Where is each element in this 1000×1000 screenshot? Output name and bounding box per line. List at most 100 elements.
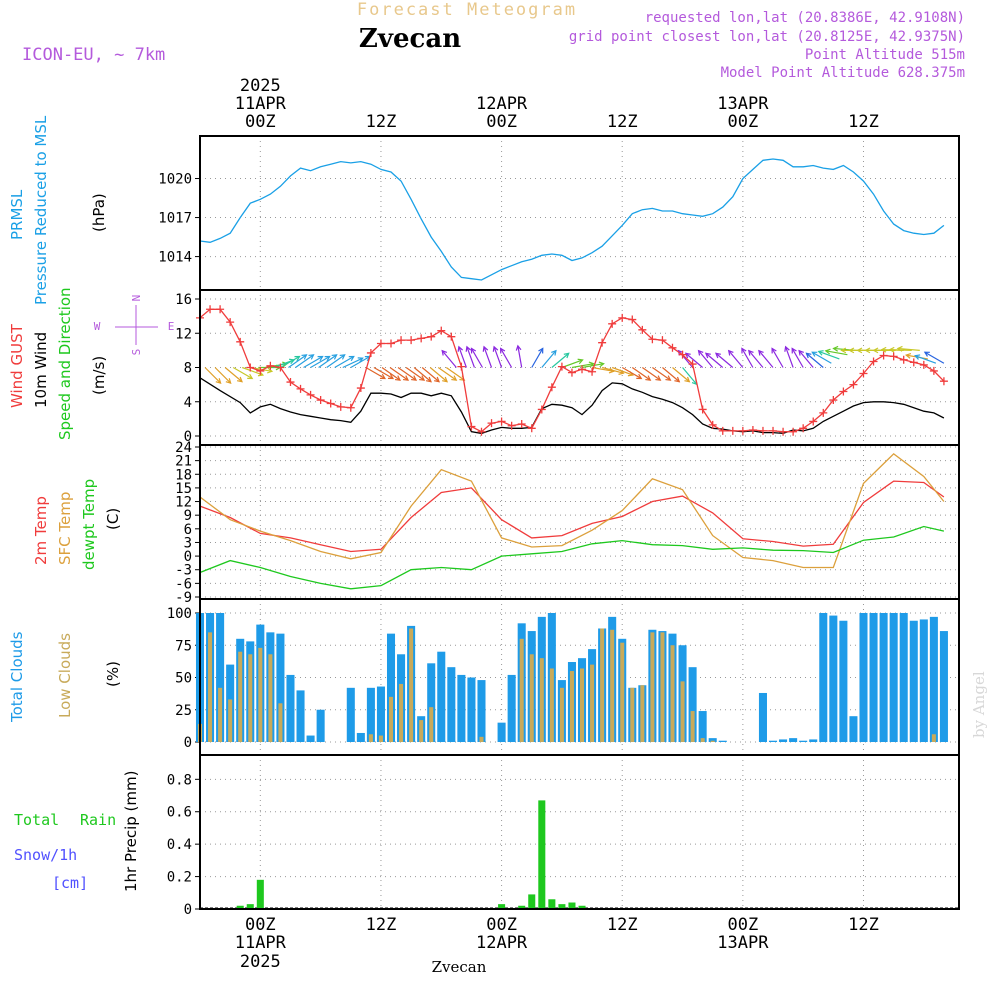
total-label: Total bbox=[14, 811, 59, 829]
ytick-label: 0 bbox=[184, 902, 192, 918]
gust-marker bbox=[447, 332, 456, 341]
wind-arrow-shaft bbox=[662, 367, 680, 383]
wind-arrow-head bbox=[824, 348, 831, 355]
ytick-label: 3 bbox=[184, 535, 192, 551]
low-cloud-bar bbox=[590, 664, 595, 742]
gust-marker bbox=[547, 383, 556, 392]
panel-border bbox=[199, 444, 960, 600]
wind-arrow-shaft bbox=[631, 367, 651, 381]
gust-marker bbox=[507, 421, 516, 430]
precip-labels: Total Rain Snow/1h [cm] 1hr Precip (mm) bbox=[14, 771, 140, 892]
wind-arrow-shaft bbox=[326, 354, 346, 368]
wind-arrow-shaft bbox=[531, 348, 544, 368]
ytick-label: 16 bbox=[175, 292, 192, 308]
wind-arrow-head bbox=[771, 347, 777, 354]
top-time-label: 00Z bbox=[486, 112, 517, 132]
total-cloud-bar bbox=[869, 613, 878, 742]
wind-arrow-head bbox=[880, 346, 887, 353]
low-cloud-bar bbox=[600, 628, 605, 742]
sfc-label: SFC Temp bbox=[56, 492, 74, 565]
wind-arrow-head bbox=[741, 347, 747, 354]
wind-arrow-shaft bbox=[698, 350, 714, 368]
rain-bars bbox=[236, 800, 586, 909]
wind-arrow-head bbox=[457, 345, 464, 352]
gust-label: Wind GUST bbox=[8, 323, 26, 408]
total-cloud-bar bbox=[698, 711, 707, 742]
wind-arrow-shaft bbox=[924, 351, 945, 364]
wind-arrow-head bbox=[923, 351, 930, 357]
wind-arrow-head bbox=[451, 375, 458, 381]
wind-arrow-head bbox=[748, 349, 754, 356]
gust-marker bbox=[306, 390, 315, 399]
dewpt-label: dewpt Temp bbox=[80, 479, 98, 570]
ytick-label: 0.4 bbox=[167, 837, 192, 853]
ytick-label: 0.8 bbox=[167, 772, 192, 788]
gust-marker bbox=[889, 352, 898, 361]
wind-arrow-head bbox=[470, 347, 477, 354]
wind-arrow-head bbox=[856, 347, 863, 354]
wind-arrow-head bbox=[896, 345, 903, 352]
wind-arrow-head bbox=[608, 367, 615, 374]
wind-arrow-head bbox=[402, 375, 410, 381]
wind-arrow-head bbox=[247, 373, 254, 380]
wind-arrow-shaft bbox=[914, 355, 937, 364]
wind-arrow-shaft bbox=[818, 350, 840, 360]
gust-marker bbox=[497, 417, 506, 426]
gust-marker bbox=[849, 380, 858, 389]
ytick-label: 75 bbox=[175, 638, 192, 654]
gust-marker bbox=[779, 427, 788, 436]
wind-arrow-head bbox=[379, 373, 387, 380]
gust-marker bbox=[326, 399, 335, 408]
gust-marker bbox=[718, 426, 727, 435]
rain-bar bbox=[548, 899, 556, 909]
wind-arrow-head bbox=[411, 375, 418, 381]
total-cloud-bar bbox=[467, 677, 476, 742]
temp-unit: (C) bbox=[104, 508, 122, 530]
snow-label: Snow/1h bbox=[14, 846, 77, 864]
gust-marker bbox=[296, 384, 305, 393]
wind-arrow-head bbox=[697, 349, 704, 356]
gust-marker bbox=[387, 339, 396, 348]
total-cloud-bar bbox=[939, 631, 948, 742]
wind-arrow-shaft bbox=[517, 345, 523, 368]
prmsl-label: PRMSL bbox=[8, 189, 26, 240]
gust-marker bbox=[598, 338, 607, 347]
gust-marker bbox=[658, 336, 667, 345]
ytick-label: 12 bbox=[175, 326, 192, 342]
ytick-label: 24 bbox=[175, 440, 192, 456]
wind-arrow-head bbox=[441, 349, 448, 356]
pressure-labels: PRMSL Pressure Reduced to MSL (hPa) bbox=[8, 115, 108, 305]
low-cloud-bar bbox=[208, 632, 213, 742]
total-cloud-bar bbox=[477, 680, 486, 742]
wind-arrow-head bbox=[798, 349, 804, 356]
gust-marker bbox=[608, 319, 617, 328]
gust-marker bbox=[557, 362, 566, 371]
gust-marker bbox=[397, 336, 406, 345]
panel-border bbox=[199, 135, 960, 291]
wind-arrow-shaft bbox=[295, 354, 314, 368]
bottom-time-label: 12Z bbox=[366, 915, 397, 935]
wind-arrow-shaft bbox=[310, 355, 330, 369]
wind-arrow-shaft bbox=[405, 367, 425, 381]
low-cloud-bar bbox=[479, 736, 484, 742]
gust-marker bbox=[487, 419, 496, 428]
gust-marker bbox=[567, 368, 576, 377]
rain-bar bbox=[538, 800, 546, 909]
wind-arrows bbox=[204, 344, 945, 386]
top-year-label: 2025 bbox=[240, 76, 281, 96]
wind-unit: (m/s) bbox=[90, 356, 108, 395]
wind-arrow-head bbox=[714, 352, 721, 359]
wind-arrow-head bbox=[215, 378, 222, 384]
low-cloud-bar bbox=[630, 687, 635, 742]
low-cloud-bar bbox=[419, 720, 424, 742]
wind-arrow-shaft bbox=[350, 355, 371, 369]
wind-arrow-head bbox=[598, 361, 605, 368]
wind-arrow-shaft bbox=[591, 366, 614, 372]
gust-marker bbox=[236, 337, 245, 346]
gust-marker bbox=[276, 363, 285, 372]
wind-arrow-shaft bbox=[748, 350, 764, 368]
ytick-label: 18 bbox=[175, 467, 192, 483]
wind-arrow-shaft bbox=[318, 354, 337, 368]
